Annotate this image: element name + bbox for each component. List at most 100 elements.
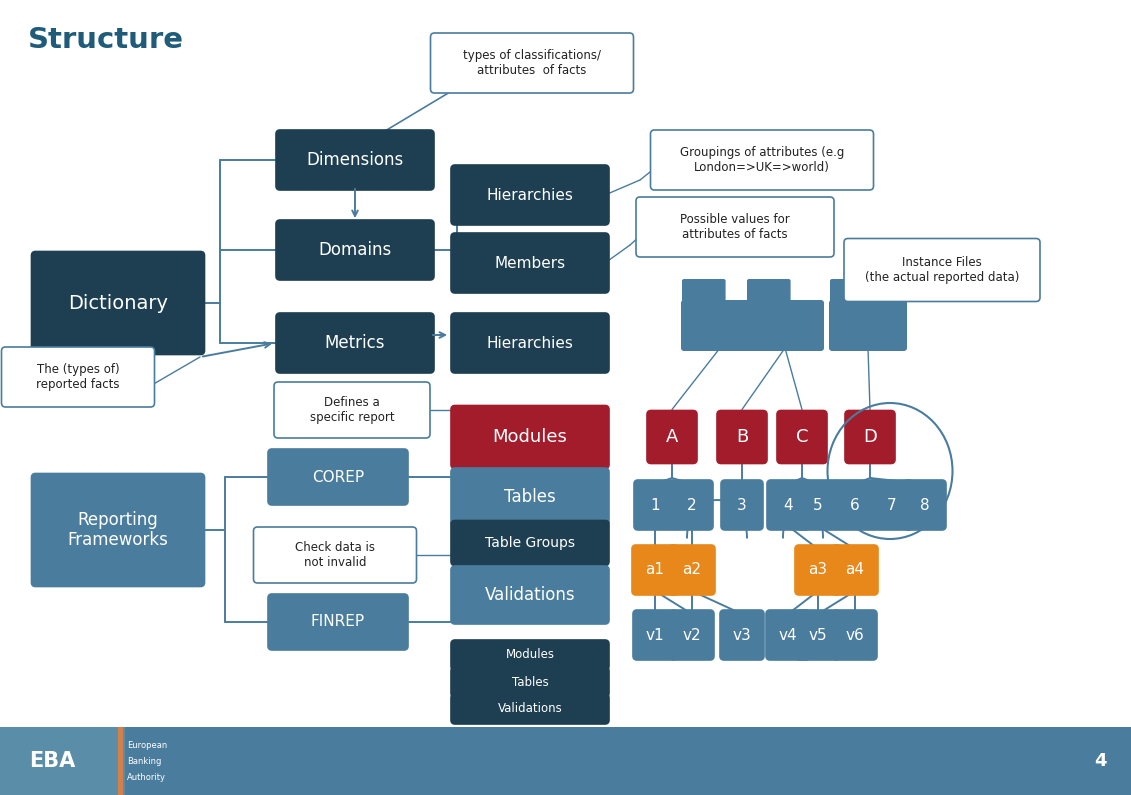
- Text: 8: 8: [921, 498, 930, 513]
- FancyBboxPatch shape: [720, 610, 765, 660]
- Text: 7: 7: [887, 498, 897, 513]
- FancyBboxPatch shape: [845, 410, 895, 463]
- Text: The (types of)
reported facts: The (types of) reported facts: [36, 363, 120, 391]
- Text: C: C: [796, 428, 809, 446]
- FancyBboxPatch shape: [670, 545, 715, 595]
- FancyBboxPatch shape: [834, 480, 877, 530]
- FancyBboxPatch shape: [1, 347, 155, 407]
- Text: Validations: Validations: [485, 586, 576, 604]
- Text: v3: v3: [733, 627, 751, 642]
- FancyBboxPatch shape: [746, 300, 824, 351]
- Text: Reporting
Frameworks: Reporting Frameworks: [68, 510, 169, 549]
- Bar: [0, 727, 1131, 795]
- Text: 3: 3: [737, 498, 746, 513]
- Text: a4: a4: [846, 563, 864, 577]
- FancyBboxPatch shape: [276, 220, 434, 280]
- FancyBboxPatch shape: [681, 300, 759, 351]
- FancyBboxPatch shape: [268, 594, 408, 650]
- Text: v2: v2: [683, 627, 701, 642]
- FancyBboxPatch shape: [268, 449, 408, 505]
- Text: a1: a1: [646, 563, 665, 577]
- Text: Modules: Modules: [493, 428, 568, 446]
- Text: Authority: Authority: [127, 773, 166, 781]
- Text: Tables: Tables: [504, 488, 555, 506]
- Text: Dimensions: Dimensions: [307, 151, 404, 169]
- FancyBboxPatch shape: [32, 251, 205, 355]
- FancyBboxPatch shape: [904, 480, 946, 530]
- FancyBboxPatch shape: [451, 405, 608, 468]
- FancyBboxPatch shape: [871, 480, 913, 530]
- FancyBboxPatch shape: [832, 545, 878, 595]
- Text: FINREP: FINREP: [311, 615, 365, 630]
- FancyBboxPatch shape: [797, 480, 839, 530]
- Text: B: B: [736, 428, 748, 446]
- FancyBboxPatch shape: [276, 313, 434, 373]
- Text: Groupings of attributes (e.g
London=>UK=>world): Groupings of attributes (e.g London=>UK=…: [680, 146, 844, 174]
- Text: 6: 6: [851, 498, 860, 513]
- FancyBboxPatch shape: [777, 410, 827, 463]
- FancyBboxPatch shape: [647, 410, 697, 463]
- FancyBboxPatch shape: [746, 279, 791, 305]
- Bar: [118, 727, 123, 795]
- Text: Defines a
specific report: Defines a specific report: [310, 396, 395, 424]
- FancyBboxPatch shape: [451, 521, 608, 565]
- FancyBboxPatch shape: [451, 313, 608, 373]
- Text: Instance Files
(the actual reported data): Instance Files (the actual reported data…: [865, 256, 1019, 284]
- Text: EBA: EBA: [29, 751, 75, 771]
- Text: v5: v5: [809, 627, 827, 642]
- FancyBboxPatch shape: [829, 300, 907, 351]
- FancyBboxPatch shape: [274, 382, 430, 438]
- FancyBboxPatch shape: [451, 694, 608, 724]
- Text: Domains: Domains: [318, 241, 391, 259]
- Text: Dictionary: Dictionary: [68, 293, 169, 312]
- Text: Metrics: Metrics: [325, 334, 386, 352]
- FancyBboxPatch shape: [451, 165, 608, 225]
- FancyBboxPatch shape: [451, 640, 608, 670]
- Text: Tables: Tables: [511, 676, 549, 688]
- FancyBboxPatch shape: [671, 480, 713, 530]
- Text: Structure: Structure: [28, 26, 184, 54]
- Text: 2: 2: [688, 498, 697, 513]
- FancyBboxPatch shape: [767, 480, 809, 530]
- FancyBboxPatch shape: [796, 610, 840, 660]
- FancyBboxPatch shape: [766, 610, 810, 660]
- FancyBboxPatch shape: [682, 279, 726, 305]
- FancyBboxPatch shape: [670, 610, 714, 660]
- FancyBboxPatch shape: [830, 279, 873, 305]
- Text: v4: v4: [778, 627, 797, 642]
- FancyBboxPatch shape: [276, 130, 434, 190]
- Text: COREP: COREP: [312, 470, 364, 484]
- FancyBboxPatch shape: [650, 130, 873, 190]
- Text: Validations: Validations: [498, 703, 562, 716]
- Text: Hierarchies: Hierarchies: [486, 335, 573, 351]
- FancyBboxPatch shape: [720, 480, 763, 530]
- Text: Banking: Banking: [127, 757, 162, 766]
- FancyBboxPatch shape: [717, 410, 767, 463]
- FancyBboxPatch shape: [253, 527, 416, 583]
- FancyBboxPatch shape: [32, 474, 205, 587]
- Text: v6: v6: [846, 627, 864, 642]
- Bar: [0, 727, 126, 795]
- Text: a2: a2: [682, 563, 701, 577]
- FancyBboxPatch shape: [451, 233, 608, 293]
- Text: 1: 1: [650, 498, 659, 513]
- Text: 5: 5: [813, 498, 823, 513]
- Text: European: European: [127, 740, 167, 750]
- FancyBboxPatch shape: [431, 33, 633, 93]
- Text: Table Groups: Table Groups: [485, 536, 575, 550]
- FancyBboxPatch shape: [795, 545, 841, 595]
- Text: Check data is
not invalid: Check data is not invalid: [295, 541, 375, 569]
- Text: Members: Members: [494, 255, 566, 270]
- FancyBboxPatch shape: [451, 468, 608, 526]
- Text: 4: 4: [1094, 752, 1106, 770]
- FancyBboxPatch shape: [451, 566, 608, 624]
- FancyBboxPatch shape: [834, 610, 877, 660]
- Text: v1: v1: [646, 627, 664, 642]
- FancyBboxPatch shape: [633, 610, 677, 660]
- Text: types of classifications/
attributes  of facts: types of classifications/ attributes of …: [463, 49, 601, 77]
- Text: 4: 4: [783, 498, 793, 513]
- FancyBboxPatch shape: [451, 667, 608, 697]
- Text: D: D: [863, 428, 877, 446]
- FancyBboxPatch shape: [636, 197, 834, 257]
- FancyBboxPatch shape: [634, 480, 676, 530]
